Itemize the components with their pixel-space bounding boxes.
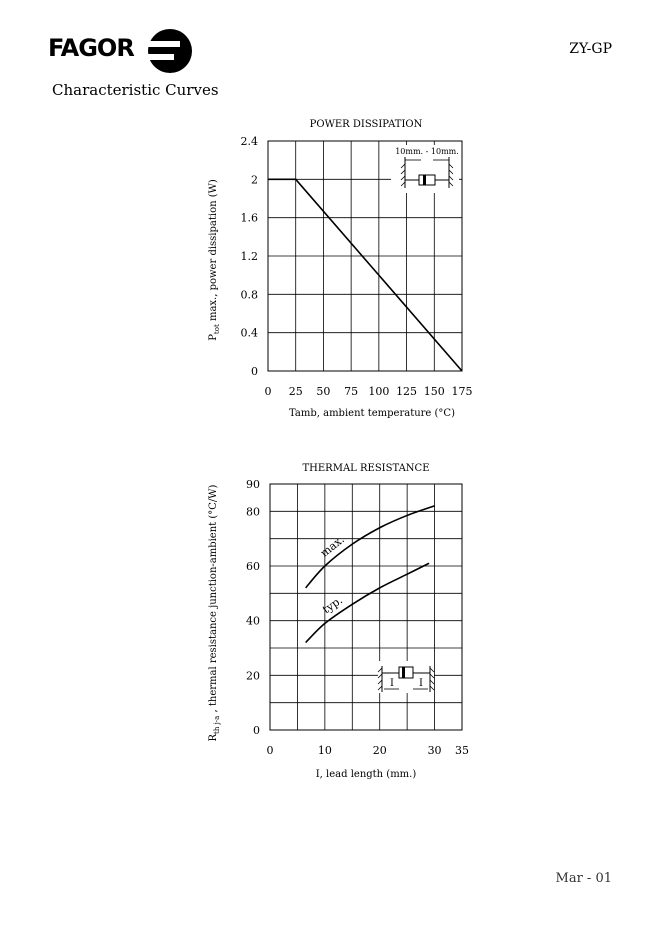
y-label-symbol: R — [208, 733, 219, 741]
y-tick-label: 80 — [246, 505, 260, 518]
y-tick-label: 0 — [253, 724, 260, 737]
brand-emblem — [146, 29, 192, 73]
y-axis-label: Rth j-a , thermal resistance junction-am… — [208, 484, 221, 741]
x-tick-label: 25 — [289, 385, 303, 398]
y-tick-label: 40 — [246, 615, 260, 628]
y-tick-label: 90 — [246, 478, 260, 491]
x-axis-label: Tamb, ambient temperature (°C) — [289, 408, 455, 419]
y-label-subscript: tot — [213, 324, 221, 334]
x-tick-label: 30 — [428, 744, 442, 757]
inset-label: I — [419, 678, 423, 689]
x-tick-label: 150 — [424, 385, 445, 398]
section-title: Characteristic Curves — [52, 81, 219, 99]
y-axis-label: Ptot max., power dissipation (W) — [208, 179, 221, 341]
x-tick-label: 0 — [267, 744, 274, 757]
series-line — [305, 562, 430, 644]
y-tick-label: 0 — [251, 365, 258, 378]
document-code: ZY-GP — [569, 41, 612, 57]
footer-date: Mar - 01 — [555, 871, 612, 886]
x-tick-label: 175 — [452, 385, 473, 398]
x-tick-label: 100 — [368, 385, 389, 398]
x-tick-label: 75 — [344, 385, 358, 398]
y-label-symbol: P — [208, 334, 219, 341]
brand-logo: FAGOR — [48, 34, 135, 62]
x-tick-label: 20 — [373, 744, 387, 757]
series-label: typ. — [320, 594, 345, 617]
y-tick-label: 1.2 — [241, 250, 259, 263]
x-tick-label: 125 — [396, 385, 417, 398]
x-axis-label: I, lead length (mm.) — [316, 769, 417, 780]
chart-title: POWER DISSIPATION — [310, 119, 423, 130]
diode-body — [418, 174, 436, 186]
x-tick-label: 0 — [265, 385, 272, 398]
chart-title: THERMAL RESISTANCE — [302, 463, 429, 474]
y-tick-label: 0.4 — [241, 327, 259, 340]
y-label-subscript: th j-a — [213, 716, 221, 734]
series-line — [305, 505, 435, 589]
y-tick-label: 20 — [246, 669, 260, 682]
y-tick-label: 2.4 — [241, 135, 259, 148]
diode-body — [398, 666, 414, 679]
x-tick-label: 50 — [316, 385, 330, 398]
y-tick-label: 60 — [246, 560, 260, 573]
y-tick-label: 0.8 — [241, 288, 259, 301]
series-label: max. — [318, 533, 347, 560]
x-tick-label: 10 — [318, 744, 332, 757]
inset-label: I — [390, 678, 394, 689]
y-tick-label: 2 — [251, 173, 258, 186]
inset-label: 10mm. - 10mm. — [395, 147, 459, 156]
y-label-text: max., power dissipation (W) — [208, 179, 219, 324]
plot-frame — [269, 483, 463, 731]
y-tick-label: 1.6 — [241, 212, 259, 225]
series-line — [268, 178, 463, 372]
y-label-text: , thermal resistance junction-ambient (°… — [208, 484, 219, 715]
x-tick-label: 35 — [455, 744, 469, 757]
lead-length-inset-icon: 10mm. - 10mm. — [391, 145, 459, 193]
